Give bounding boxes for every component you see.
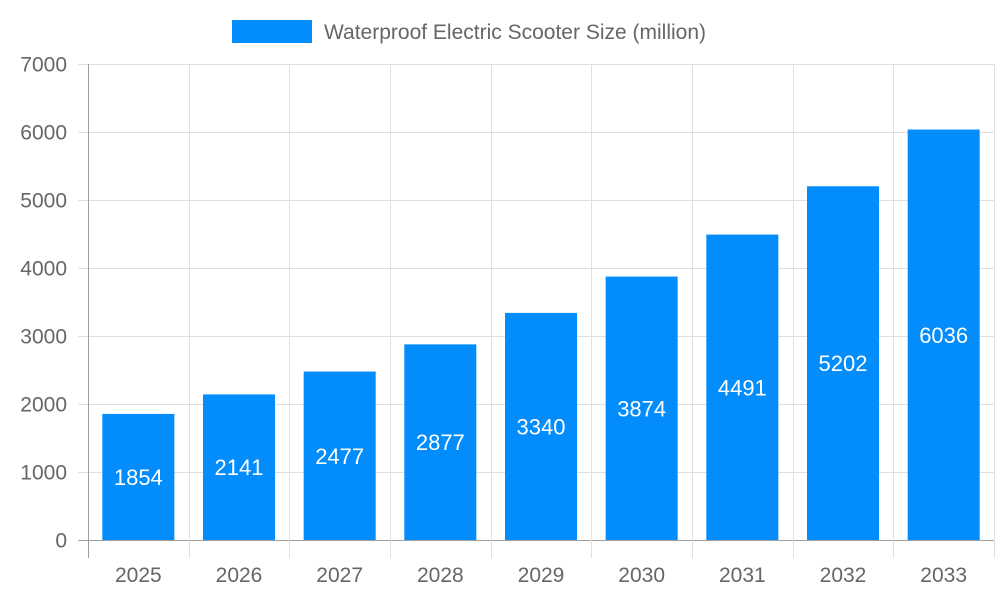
data-label-2026: 2141: [215, 455, 264, 480]
x-tick-label: 2029: [518, 564, 565, 587]
bar-2025[interactable]: [102, 413, 175, 540]
bars: 1854 2141 2477 2877 3340 3874 4491 5202 6036: [102, 129, 980, 540]
y-tick-label: 4000: [20, 258, 67, 281]
y-tick-label: 3000: [20, 326, 67, 349]
bar-2030[interactable]: [605, 276, 678, 540]
bar-2031[interactable]: [706, 234, 779, 540]
legend-label: Waterproof Electric Scooter Size (millio…: [324, 21, 706, 44]
y-tick-label: 6000: [20, 122, 67, 145]
data-label-2028: 2877: [416, 430, 465, 455]
y-tick-label: 2000: [20, 394, 67, 417]
x-tick-label: 2027: [316, 564, 363, 587]
data-label-2030: 3874: [617, 396, 666, 421]
y-tick-label: 0: [55, 530, 67, 553]
data-label-2027: 2477: [315, 444, 364, 469]
data-label-2031: 4491: [718, 375, 767, 400]
gridlines: [78, 64, 995, 558]
bar-2028[interactable]: [404, 344, 477, 540]
x-tick-label: 2028: [417, 564, 464, 587]
legend-swatch: [232, 20, 312, 43]
bar-2027[interactable]: [303, 371, 376, 540]
x-tick-label: 2033: [920, 564, 967, 587]
axes: 0 1000 2000 3000 4000 5000 6000 7000 2025 2026 202…: [20, 54, 967, 588]
bar-2029[interactable]: [505, 312, 577, 540]
data-label-2029: 3340: [517, 414, 566, 439]
bar-2026[interactable]: [203, 394, 275, 540]
x-tick-label: 2032: [820, 564, 867, 587]
bar-2032[interactable]: [807, 186, 879, 540]
data-label-2032: 5202: [819, 351, 868, 376]
x-tick-label: 2025: [115, 564, 162, 587]
y-tick-label: 5000: [20, 190, 67, 213]
y-tick-label: 1000: [20, 462, 67, 485]
y-tick-label: 7000: [20, 54, 67, 77]
legend[interactable]: Waterproof Electric Scooter Size (millio…: [232, 20, 706, 44]
x-tick-label: 2031: [719, 564, 766, 587]
bar-2033[interactable]: [907, 129, 980, 540]
data-label-2025: 1854: [114, 465, 163, 490]
data-label-2033: 6036: [919, 323, 968, 348]
x-tick-label: 2026: [216, 564, 263, 587]
x-tick-label: 2030: [618, 564, 665, 587]
